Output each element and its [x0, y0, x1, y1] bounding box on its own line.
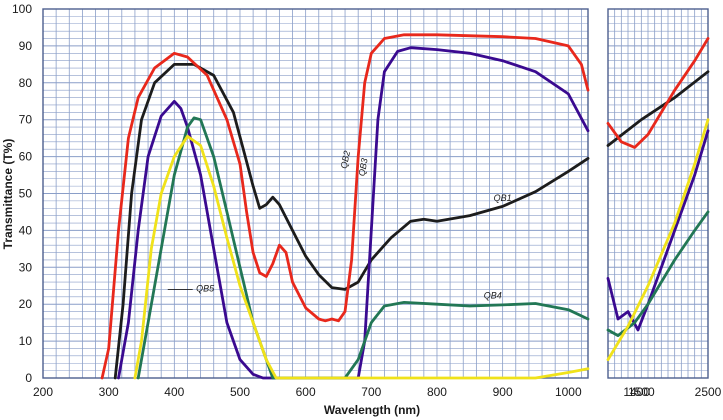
- y-tick-label: 10: [19, 334, 33, 348]
- series-line-qb2-extended: [606, 37, 710, 149]
- y-tick-label: 60: [19, 150, 33, 164]
- series-label-qb1: QB1: [494, 193, 512, 203]
- y-tick-label: 40: [19, 223, 33, 237]
- y-tick-label: 100: [12, 2, 32, 16]
- x-axis-label: Wavelength (nm): [324, 403, 420, 417]
- x-tick-label: 200: [33, 385, 53, 399]
- y-tick-label: 0: [25, 371, 32, 385]
- x-tick-label: 700: [361, 385, 381, 399]
- x-tick-label: 1000: [555, 385, 582, 399]
- series-line-qb1: [113, 63, 590, 380]
- series-label-qb2: QB2: [339, 150, 353, 170]
- series-label-qb5: QB5: [196, 283, 215, 293]
- series-label-qb4: QB4: [484, 291, 502, 301]
- y-tick-label: 30: [19, 260, 33, 274]
- series-lines: [100, 33, 710, 380]
- tick-labels: 0 10 20 30 40 50 60 70 80 90 100 200 300 400 500 600 700…: [12, 2, 722, 399]
- plot-frame: [607, 8, 709, 379]
- x-tick-label: 1400: [623, 385, 650, 399]
- x-tick-label: 300: [99, 385, 119, 399]
- x-tick-label: 400: [164, 385, 184, 399]
- series-line-qb5-extended: [606, 118, 710, 361]
- series-line-qb3: [117, 46, 590, 380]
- x-tick-label: 900: [493, 385, 513, 399]
- series-line-qb1-extended: [606, 70, 710, 147]
- y-tick-label: 90: [19, 39, 33, 53]
- x-tick-label: 1500: [628, 385, 655, 399]
- x-tick-label: 2500: [695, 385, 722, 399]
- series-line-qb2: [100, 33, 590, 380]
- series-line-qb3-extended: [606, 129, 710, 332]
- series-line-qb5: [133, 134, 590, 380]
- x-tick-label: 800: [427, 385, 447, 399]
- x-tick-label: 600: [296, 385, 316, 399]
- y-tick-label: 50: [19, 187, 33, 201]
- y-tick-label: 70: [19, 113, 33, 127]
- y-tick-label: 80: [19, 76, 33, 90]
- series-line-qb4-extended: [606, 210, 710, 337]
- series-label-qb3: QB3: [357, 157, 370, 176]
- series-labels: QB1 QB2 QB3 QB4 QB5: [167, 150, 512, 301]
- y-tick-label: 20: [19, 297, 33, 311]
- series-line-qb4: [136, 116, 590, 380]
- y-axis-label: Transmittance (T%): [1, 139, 15, 250]
- x-tick-label: 500: [230, 385, 250, 399]
